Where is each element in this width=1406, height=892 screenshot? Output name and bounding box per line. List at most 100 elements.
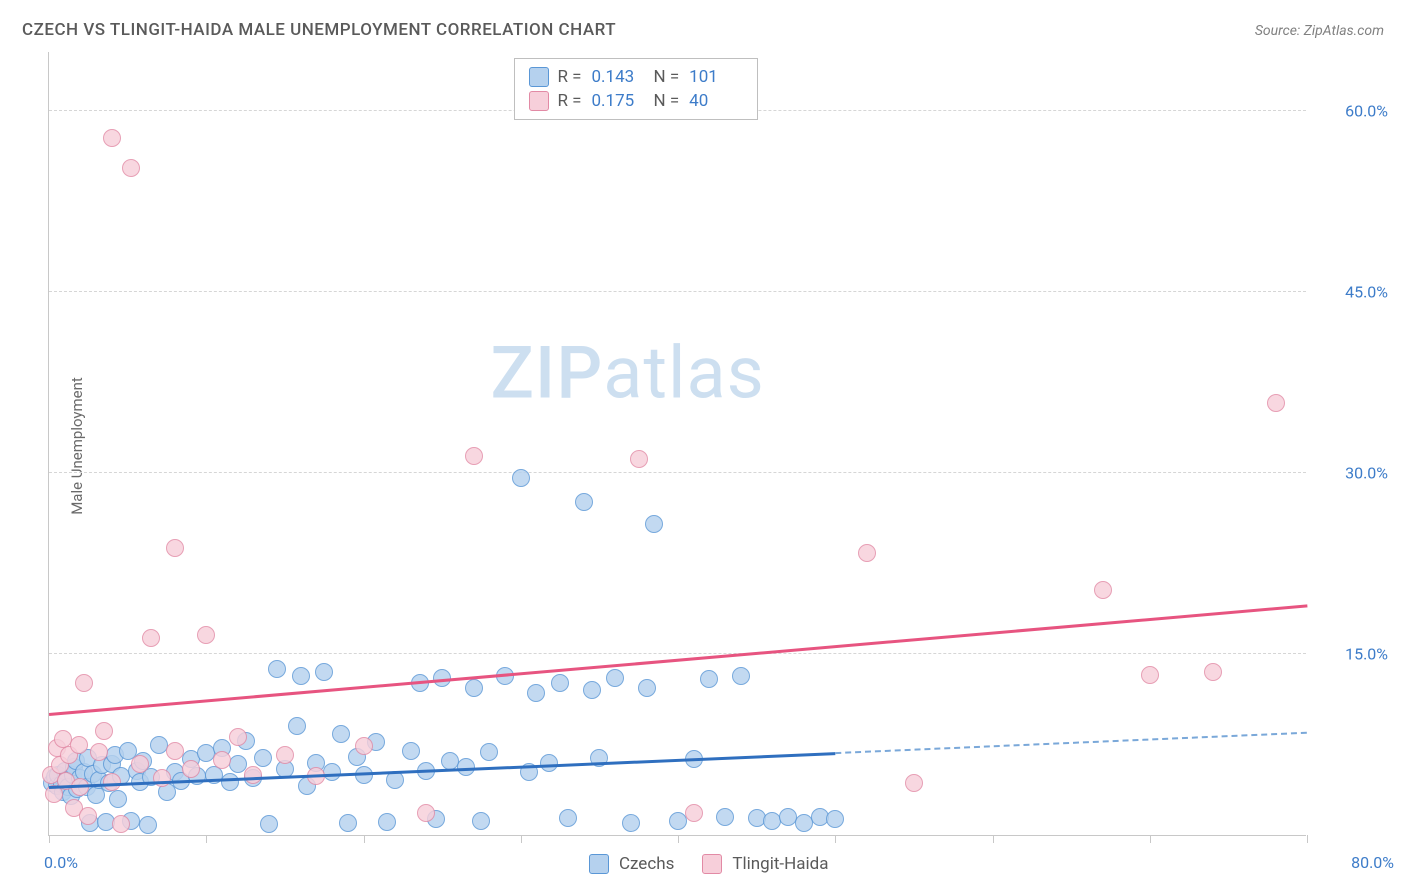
data-point-tlingit [244, 766, 262, 784]
data-point-czechs [559, 809, 577, 827]
legend-R-value: 0.175 [591, 91, 645, 111]
y-tick-label: 15.0% [1318, 645, 1388, 664]
data-point-czechs [645, 515, 663, 533]
data-point-czechs [512, 469, 530, 487]
legend-item-tlingit: Tlingit-Haida [702, 854, 828, 874]
data-point-tlingit [75, 674, 93, 692]
x-tick [206, 835, 207, 843]
data-point-tlingit [685, 804, 703, 822]
data-point-czechs [575, 493, 593, 511]
data-point-czechs [583, 681, 601, 699]
x-tick [835, 835, 836, 843]
x-tick [1150, 835, 1151, 843]
y-tick-label: 30.0% [1318, 464, 1388, 483]
legend-swatch-czechs [589, 854, 609, 874]
data-point-czechs [339, 814, 357, 832]
data-point-czechs [716, 808, 734, 826]
legend-swatch-tlingit [529, 91, 549, 111]
data-point-czechs [109, 790, 127, 808]
legend-R-label: R = [557, 67, 581, 87]
data-point-tlingit [630, 450, 648, 468]
x-tick [521, 835, 522, 843]
data-point-tlingit [355, 737, 373, 755]
data-point-tlingit [95, 722, 113, 740]
data-point-tlingit [70, 736, 88, 754]
data-point-czechs [221, 773, 239, 791]
data-point-czechs [638, 679, 656, 697]
data-point-czechs [288, 717, 306, 735]
data-point-czechs [527, 684, 545, 702]
y-tick-label: 60.0% [1318, 102, 1388, 121]
data-point-tlingit [197, 626, 215, 644]
x-axis-min-label: 0.0% [44, 853, 78, 872]
trend-line-tlingit [49, 606, 1307, 715]
data-point-tlingit [465, 447, 483, 465]
data-point-czechs [700, 670, 718, 688]
header: CZECH VS TLINGIT-HAIDA MALE UNEMPLOYMENT… [22, 20, 1384, 40]
legend-N-value: 101 [689, 67, 743, 87]
data-point-tlingit [112, 815, 130, 833]
data-point-tlingit [858, 544, 876, 562]
data-point-czechs [139, 816, 157, 834]
data-point-tlingit [276, 746, 294, 764]
x-tick [364, 835, 365, 843]
data-point-tlingit [142, 629, 160, 647]
data-point-czechs [551, 674, 569, 692]
x-tick [1307, 835, 1308, 843]
data-point-czechs [332, 725, 350, 743]
data-point-tlingit [90, 743, 108, 761]
legend-label-tlingit: Tlingit-Haida [732, 854, 828, 874]
data-point-tlingit [153, 769, 171, 787]
legend-row-tlingit: R =0.175N =40 [529, 89, 743, 113]
data-point-czechs [229, 755, 247, 773]
data-point-tlingit [1141, 666, 1159, 684]
data-point-tlingit [1267, 394, 1285, 412]
data-point-tlingit [122, 159, 140, 177]
legend-R-value: 0.143 [591, 67, 645, 87]
legend-N-value: 40 [689, 91, 743, 111]
source-attribution: Source: ZipAtlas.com [1255, 23, 1384, 39]
data-point-tlingit [166, 539, 184, 557]
data-point-czechs [465, 679, 483, 697]
gridline [49, 653, 1306, 654]
x-tick [49, 835, 50, 843]
legend-swatch-czechs [529, 67, 549, 87]
legend-swatch-tlingit [702, 854, 722, 874]
data-point-tlingit [79, 807, 97, 825]
plot-area: ZIPatlas 15.0%30.0%45.0%60.0%R =0.143N =… [48, 52, 1306, 836]
x-axis-max-label: 80.0% [1351, 853, 1394, 872]
data-point-czechs [826, 810, 844, 828]
data-point-czechs [315, 663, 333, 681]
data-point-tlingit [417, 804, 435, 822]
data-point-tlingit [213, 751, 231, 769]
data-point-czechs [378, 813, 396, 831]
data-point-czechs [622, 814, 640, 832]
data-point-tlingit [1204, 663, 1222, 681]
data-point-tlingit [131, 755, 149, 773]
legend-row-czechs: R = 0.143 N = 101 [529, 65, 743, 89]
watermark: ZIPatlas [491, 331, 765, 416]
legend-correlation: R = 0.143 N = 101R = 0.175 N = 40 [514, 58, 758, 120]
data-point-tlingit [905, 774, 923, 792]
data-point-tlingit [166, 742, 184, 760]
data-point-czechs [732, 667, 750, 685]
data-point-czechs [472, 812, 490, 830]
scatter-plot: ZIPatlas 15.0%30.0%45.0%60.0%R =0.143N =… [48, 52, 1306, 836]
data-point-czechs [260, 815, 278, 833]
legend-N-label: N = [653, 67, 679, 87]
data-point-tlingit [103, 129, 121, 147]
data-point-czechs [606, 669, 624, 687]
legend-N-label: N = [653, 91, 679, 111]
data-point-czechs [254, 749, 272, 767]
gridline [49, 472, 1306, 473]
legend-label-czechs: Czechs [619, 854, 674, 874]
data-point-czechs [268, 660, 286, 678]
legend-bottom: Czechs Tlingit-Haida [589, 854, 829, 874]
data-point-tlingit [229, 728, 247, 746]
data-point-czechs [480, 743, 498, 761]
y-tick-label: 45.0% [1318, 283, 1388, 302]
data-point-tlingit [182, 760, 200, 778]
legend-item-czechs: Czechs [589, 854, 674, 874]
data-point-tlingit [1094, 581, 1112, 599]
x-tick [993, 835, 994, 843]
